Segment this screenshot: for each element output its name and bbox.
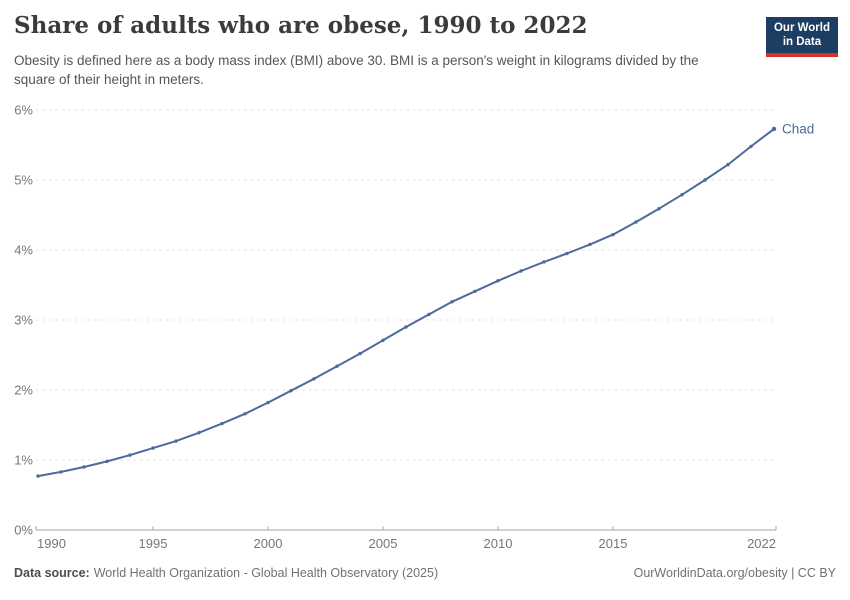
x-axis-tick-label: 1995 — [139, 536, 168, 551]
y-axis-tick-label: 3% — [14, 313, 33, 328]
series-chad[interactable] — [36, 126, 777, 478]
x-axis-tick-label: 2000 — [254, 536, 283, 551]
series-point — [519, 269, 523, 273]
series-point — [243, 412, 247, 416]
series-point — [496, 279, 500, 283]
series-point — [128, 453, 132, 457]
series-point — [450, 300, 454, 304]
series-point — [174, 439, 178, 443]
series-point — [289, 389, 293, 393]
series-point — [726, 162, 730, 167]
series-point — [542, 260, 546, 264]
x-axis-tick-label: 1990 — [37, 536, 66, 551]
series-point — [59, 470, 63, 474]
series-point — [36, 474, 40, 478]
series-point — [473, 289, 477, 293]
series-point — [197, 431, 201, 435]
data-source-value: World Health Organization - Global Healt… — [93, 566, 439, 580]
owid-logo[interactable]: Our World in Data — [765, 17, 838, 57]
series-point — [611, 232, 615, 237]
series-point — [105, 459, 109, 464]
series-point — [680, 193, 684, 197]
owid-logo-line1: Our World — [773, 22, 830, 34]
footer-citation-link[interactable]: OurWorldinData.org/obesity | CC BY — [633, 566, 836, 580]
y-axis-tick-label: 2% — [14, 383, 33, 398]
series-point — [312, 377, 316, 381]
x-axis-tick-label: 2005 — [369, 536, 398, 551]
chart-footer: Data source: World Health Organization - … — [14, 566, 836, 580]
owid-logo-line2: in Data — [782, 36, 822, 49]
x-axis-tick-label: 2022 — [747, 536, 776, 551]
y-axis-tick-label: 0% — [14, 523, 33, 538]
series-point — [381, 338, 385, 342]
series-point — [404, 325, 408, 329]
series-point — [703, 178, 707, 182]
series-point — [335, 364, 339, 368]
series-point — [588, 242, 592, 247]
y-axis-tick-label: 6% — [14, 103, 33, 118]
series-line[interactable] — [37, 128, 775, 478]
y-axis-tick-label: 4% — [14, 243, 33, 258]
series-point — [565, 251, 569, 256]
series-point — [220, 421, 224, 426]
series-point — [427, 312, 431, 317]
x-axis-tick-label: 2015 — [599, 536, 628, 551]
chart-title: Share of adults who are obese, 1990 to 2… — [14, 12, 588, 39]
series-point — [266, 400, 270, 405]
series-point — [151, 446, 155, 450]
chart-subtitle: Obesity is defined here as a body mass i… — [14, 53, 699, 87]
series-point — [82, 465, 86, 469]
data-source-label: Data source: — [14, 566, 90, 580]
series-point — [358, 351, 362, 356]
series-end-label[interactable]: Chad — [782, 121, 814, 136]
y-axis-tick-label: 1% — [14, 453, 33, 468]
series-point — [634, 220, 638, 224]
series-point — [657, 207, 661, 211]
series-point — [749, 144, 753, 149]
x-axis-tick-label: 2010 — [484, 536, 513, 551]
y-axis-tick-label: 5% — [14, 173, 33, 188]
data-source: Data source: World Health Organization - … — [14, 566, 438, 580]
series-point — [771, 126, 777, 132]
